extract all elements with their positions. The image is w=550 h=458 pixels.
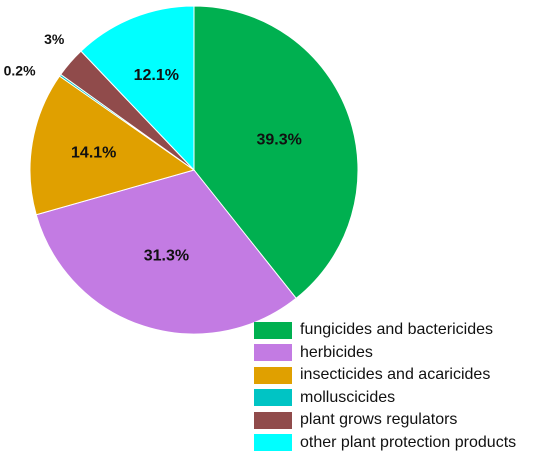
- legend-label: fungicides and bactericides: [300, 321, 494, 339]
- pie-slice-5: [80, 5, 195, 172]
- pie-slice-1: [35, 169, 297, 335]
- legend-label: insecticides and acaricides: [300, 366, 491, 384]
- slice-value-label: 39.3%: [256, 132, 301, 149]
- legend-label: herbicides: [300, 343, 373, 361]
- pie-slice-2: [29, 75, 196, 216]
- legend-item-herbicides: herbicides: [254, 342, 546, 365]
- legend-swatch: [254, 321, 292, 339]
- legend-item-growth-regulators: plant grows regulators: [254, 409, 546, 432]
- legend-swatch: [254, 344, 292, 362]
- legend-label: other plant protection products: [300, 433, 517, 451]
- legend-item-insecticides: insecticides and acaricides: [254, 364, 546, 387]
- slice-value-label: 3%: [44, 31, 65, 47]
- legend-swatch: [254, 366, 292, 384]
- pie-slice-0: [193, 5, 359, 300]
- pie-slices: [29, 5, 359, 335]
- legend-item-other-products: other plant protection products: [254, 432, 546, 455]
- legend-label: molluscicides: [300, 388, 396, 406]
- pie-labels: 39.3% 31.3% 14.1% 0.2% 3% 12.1%: [4, 31, 302, 264]
- legend-swatch: [254, 434, 292, 452]
- slice-value-label: 14.1%: [71, 145, 116, 162]
- legend-swatch: [254, 389, 292, 407]
- slice-value-label: 0.2%: [4, 63, 36, 79]
- legend-swatch: [254, 411, 292, 429]
- legend-item-molluscicides: molluscicides: [254, 387, 546, 410]
- legend: fungicides and bactericides herbicides i…: [254, 319, 546, 454]
- legend-item-fungicides: fungicides and bactericides: [254, 319, 546, 342]
- slice-value-label: 31.3%: [144, 247, 189, 264]
- slice-value-label: 12.1%: [134, 67, 179, 84]
- legend-label: plant grows regulators: [300, 411, 458, 429]
